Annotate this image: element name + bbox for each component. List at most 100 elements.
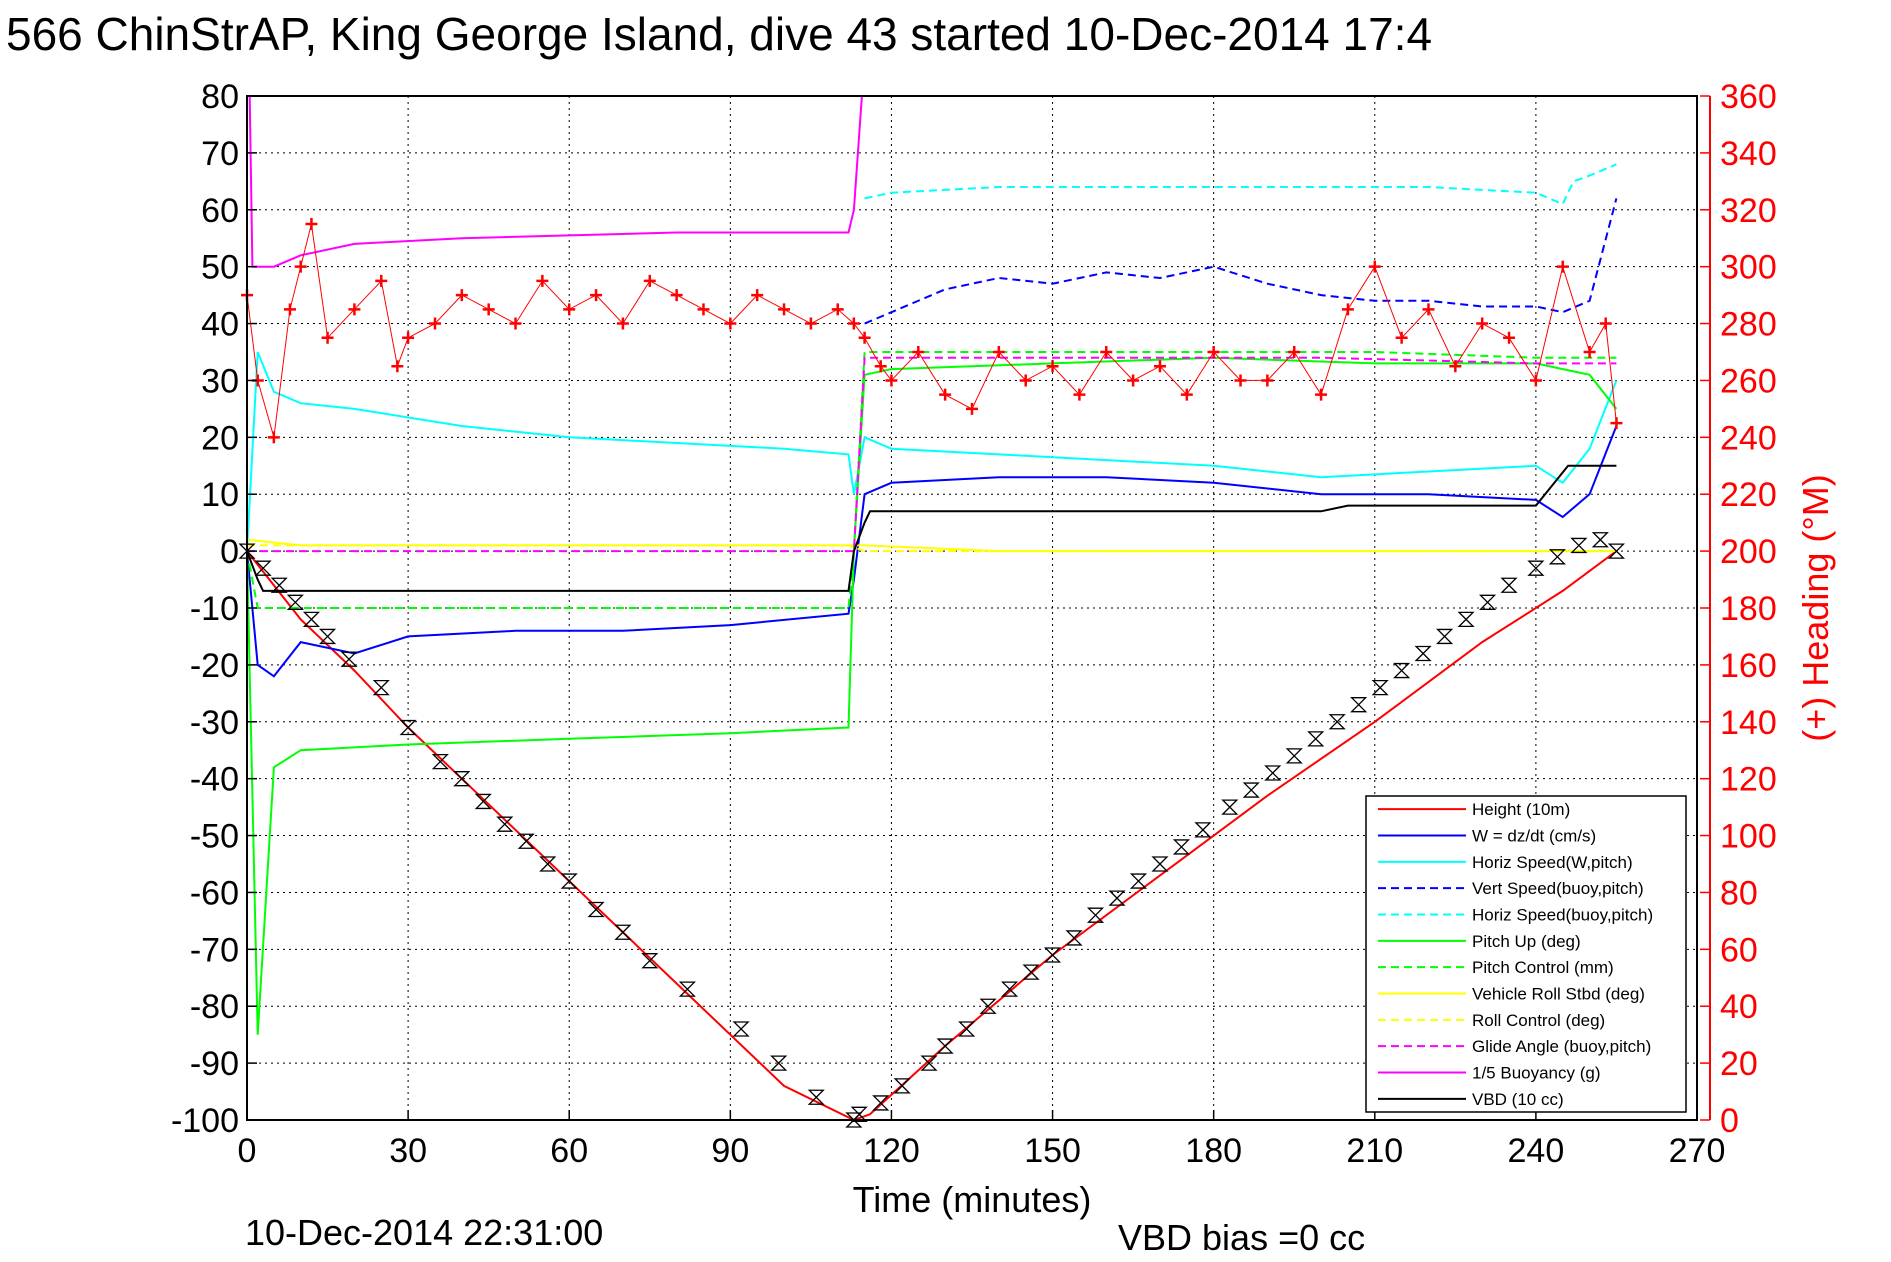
depth-marker (936, 1038, 954, 1054)
footer-vbd-bias: VBD bias =0 cc (1118, 1217, 1365, 1258)
legend-entry: Roll Control (deg) (1472, 1011, 1605, 1030)
heading-point (858, 331, 871, 344)
y2-tick-label: 200 (1720, 533, 1777, 571)
legend-entry: VBD (10 cc) (1472, 1090, 1564, 1109)
x-tick-label: 240 (1508, 1132, 1565, 1170)
depth-marker (1414, 645, 1432, 662)
heading-point (1476, 317, 1489, 330)
depth-marker (678, 981, 696, 997)
heading-point (1046, 360, 1059, 373)
y-tick-label: 10 (201, 476, 239, 514)
depth-marker (539, 856, 557, 872)
depth-marker (1264, 765, 1282, 781)
series-line (247, 544, 1617, 553)
y2-tick-label: 60 (1720, 931, 1758, 969)
heading-point (1529, 374, 1542, 387)
y-tick-label: -90 (190, 1045, 239, 1083)
depth-marker (254, 560, 272, 576)
heading-point (294, 260, 307, 273)
heading-point (804, 317, 817, 330)
depth-marker (1371, 679, 1389, 696)
depth-marker (1043, 947, 1062, 963)
x-tick-label: 0 (238, 1132, 257, 1170)
y2-tick-label: 300 (1720, 249, 1777, 287)
depth-marker (453, 771, 471, 787)
x-tick-label: 270 (1669, 1132, 1726, 1170)
legend-entry: W = dz/dt (cm/s) (1472, 827, 1596, 846)
legend-entry: Glide Angle (buoy,pitch) (1472, 1037, 1651, 1056)
series-line (247, 356, 1617, 553)
x-tick-label: 90 (711, 1132, 749, 1170)
depth-marker (587, 901, 605, 918)
depth-marker (614, 924, 632, 940)
heading-point (912, 346, 925, 358)
heading-point (992, 346, 1005, 358)
y2-tick-label: 180 (1720, 590, 1777, 628)
depth-marker (1607, 543, 1626, 559)
heading-point (428, 317, 441, 330)
heading-point (966, 402, 978, 415)
depth-marker (1172, 839, 1191, 855)
heading-point (321, 331, 334, 344)
depth-marker (1285, 748, 1303, 764)
y2-tick-label: 280 (1720, 306, 1777, 344)
y-tick-label: 60 (201, 192, 239, 230)
depth-marker (1307, 731, 1325, 747)
y-axis-ticks: 80 70 60 50 40 30 20 10 0 -10 -20 -30 -40 -50 -60 -70 -8… (171, 78, 257, 1140)
legend-entry: 1/5 Buoyancy (g) (1472, 1064, 1601, 1083)
heading-point (348, 303, 361, 316)
heading-point (536, 274, 549, 287)
heading-point (751, 289, 764, 302)
depth-marker (1065, 930, 1083, 946)
heading-point (1341, 303, 1354, 316)
y-tick-label: -100 (171, 1102, 239, 1140)
y-tick-label: 50 (201, 249, 239, 287)
y2-tick-label: 140 (1720, 704, 1777, 742)
y-tick-label: -10 (190, 590, 239, 628)
heading-point (590, 289, 603, 302)
depth-marker (1548, 549, 1566, 565)
depth-marker (770, 1055, 788, 1071)
legend: Height (10m) W = dz/dt (cm/s) Horiz Speed(… (1365, 795, 1687, 1113)
y2-tick-label: 260 (1720, 362, 1777, 400)
depth-marker (399, 719, 417, 736)
depth-marker (270, 577, 288, 593)
depth-marker (238, 543, 256, 559)
series-line (864, 198, 1618, 325)
y2-tick-label: 40 (1720, 988, 1758, 1026)
heading-point (482, 303, 495, 316)
y2-tick-label: 80 (1720, 874, 1758, 912)
heading-point (847, 317, 860, 330)
heading-point (697, 303, 710, 316)
y-tick-label: 30 (201, 362, 239, 400)
heading-point (375, 274, 388, 287)
y-tick-label: -80 (190, 988, 239, 1026)
y2-tick-label: 240 (1720, 419, 1777, 457)
y-tick-label: 70 (201, 135, 239, 173)
depth-marker (1436, 628, 1454, 645)
y-tick-label: -60 (190, 874, 239, 912)
depth-marker (1151, 856, 1169, 872)
depth-marker (807, 1089, 825, 1105)
heading-point (724, 317, 737, 330)
depth-marker (496, 816, 514, 832)
depth-marker (1194, 822, 1212, 838)
y2-tick-label: 100 (1720, 818, 1777, 856)
depth-marker (302, 611, 321, 628)
series-line (864, 163, 1617, 206)
heading-point (509, 317, 522, 330)
x-tick-label: 60 (550, 1132, 588, 1170)
depth-marker (340, 651, 358, 667)
y2-axis-ticks: 3603403203002802602402202001801601401201… (1700, 78, 1777, 1140)
depth-marker (1500, 577, 1518, 593)
x-tick-label: 210 (1346, 1132, 1403, 1170)
x-tick-label: 180 (1185, 1132, 1242, 1170)
heading-point (455, 289, 468, 302)
y-tick-label: -40 (190, 761, 239, 799)
heading-point (874, 360, 887, 373)
depth-marker (850, 1106, 868, 1122)
depth-marker (431, 753, 449, 770)
legend-entry: Horiz Speed(buoy,pitch) (1472, 906, 1653, 925)
depth-marker (1570, 537, 1588, 554)
heading-point (831, 303, 844, 316)
